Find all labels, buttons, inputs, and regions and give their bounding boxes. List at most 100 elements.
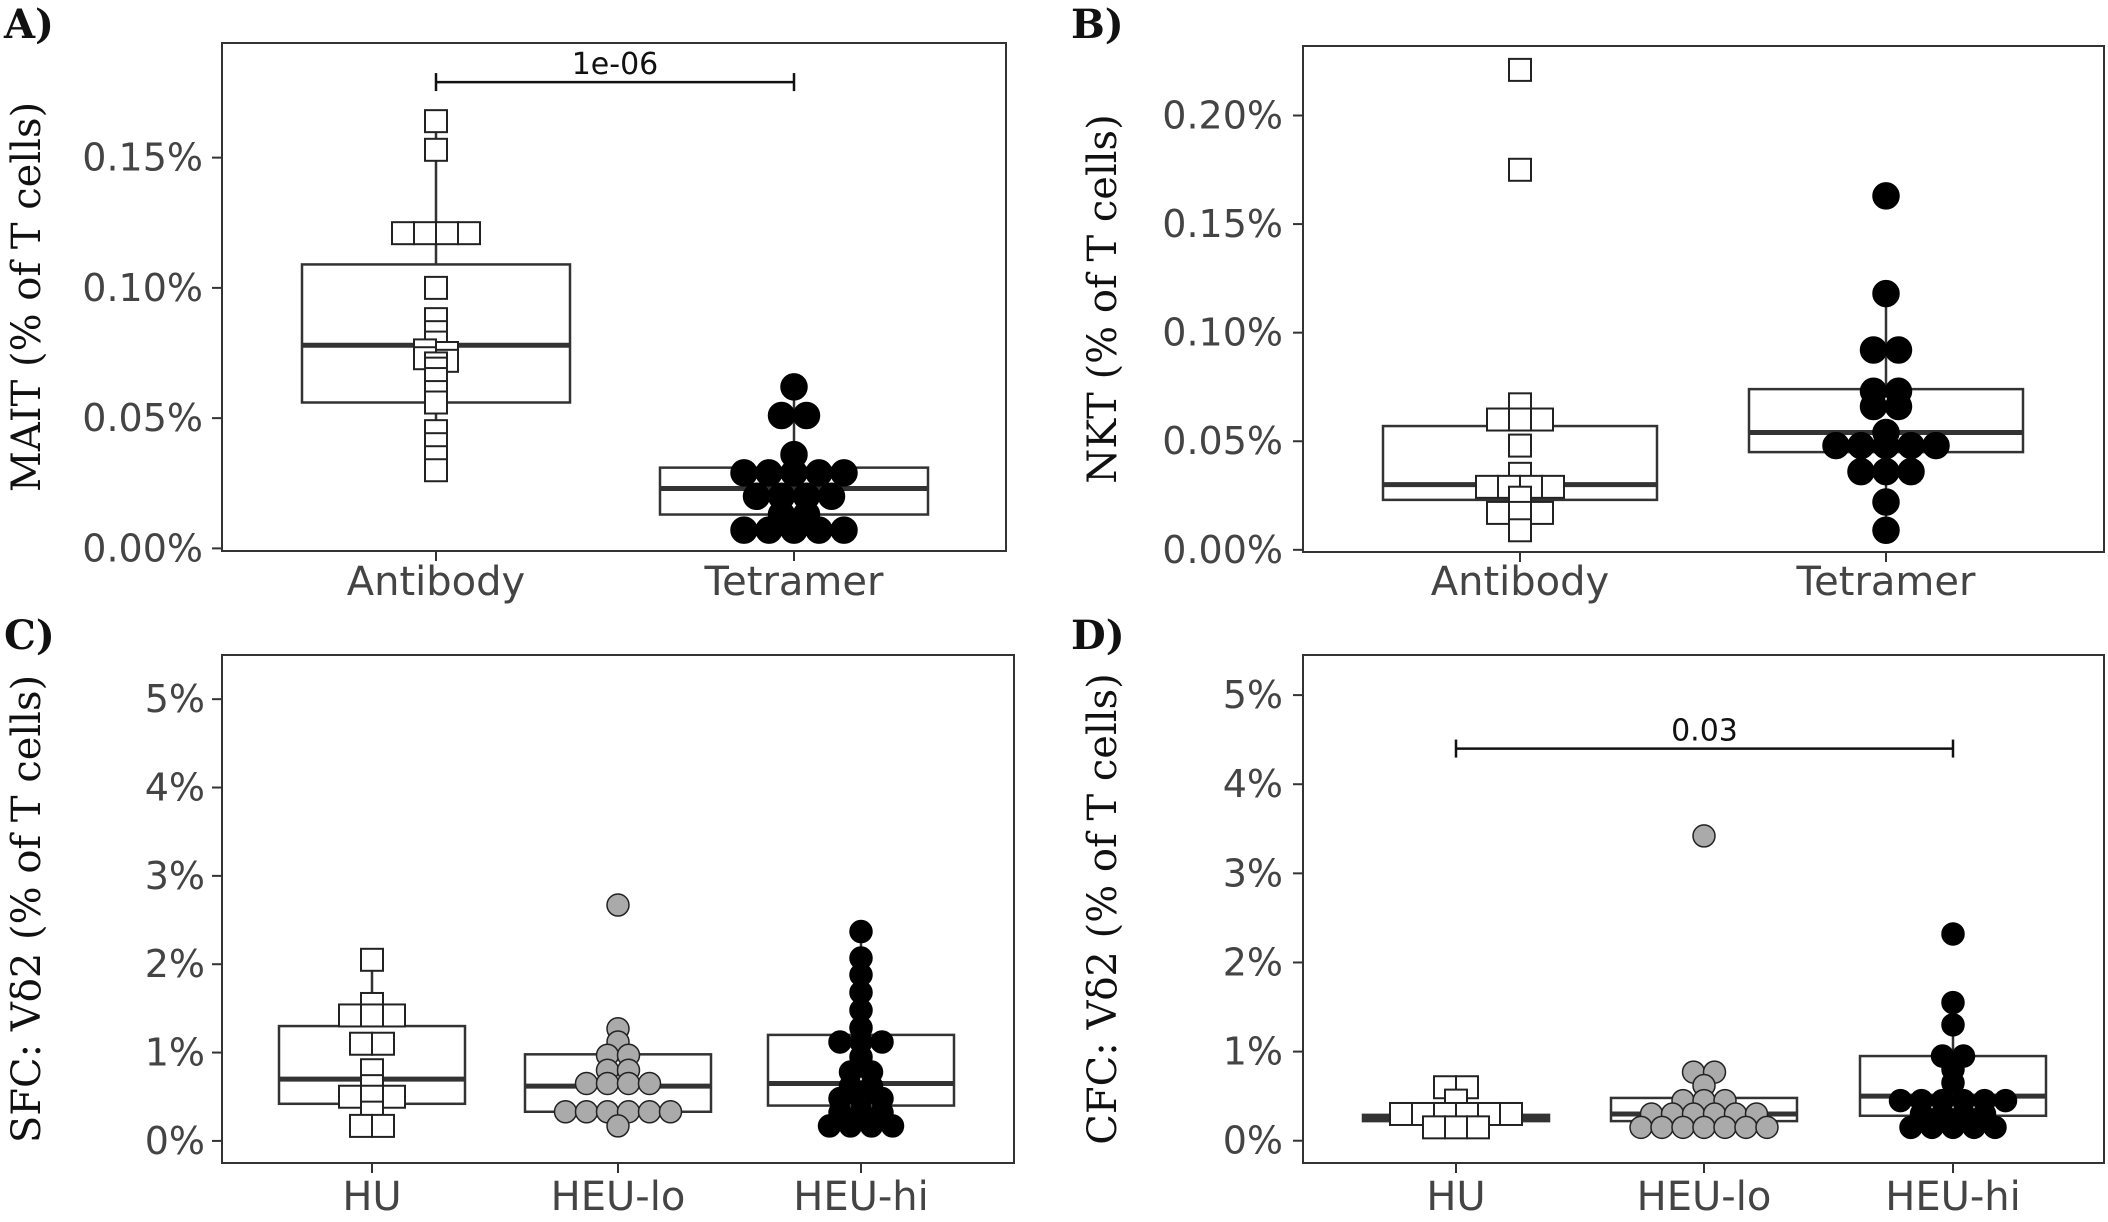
data-point (1822, 431, 1850, 460)
data-point (1499, 1101, 1523, 1126)
y-tick-label: 0.10% (82, 266, 203, 310)
data-point (1872, 516, 1900, 545)
data-point (780, 459, 808, 487)
data-point (1872, 488, 1900, 516)
points-tetramer (730, 373, 858, 544)
data-point (805, 516, 833, 544)
data-point (1692, 824, 1716, 848)
data-point (767, 401, 796, 430)
y-tick-label: 0% (145, 1119, 205, 1163)
data-point (553, 1100, 578, 1124)
data-point (1475, 474, 1499, 499)
data-point (457, 221, 481, 246)
data-point (1650, 1115, 1674, 1140)
y-tick-label: 0.20% (1162, 93, 1283, 137)
y-tick-label: 0% (1223, 1119, 1283, 1163)
data-point (424, 458, 448, 483)
data-point (817, 482, 846, 511)
data-point (1941, 1071, 1965, 1095)
data-point (637, 1100, 662, 1124)
significance-bracket: 1e-06 (434, 47, 796, 92)
data-point (792, 401, 821, 430)
data-point (1508, 518, 1532, 543)
data-point (880, 1114, 905, 1138)
data-point (859, 1114, 884, 1138)
significance-bracket: 0.03 (1454, 714, 1955, 758)
data-point (1530, 407, 1554, 432)
data-point (424, 109, 448, 134)
data-point (424, 390, 448, 415)
data-point (637, 1071, 662, 1096)
data-point (828, 1030, 852, 1054)
x-tick-label: Tetramer (704, 559, 884, 605)
y-tick-label: 1% (145, 1031, 205, 1075)
data-point (1983, 1115, 2007, 1140)
y-tick-label: 4% (145, 766, 205, 810)
data-point (849, 919, 873, 944)
data-point (413, 221, 437, 246)
data-point (391, 221, 415, 246)
data-point (595, 1071, 620, 1096)
data-point (616, 1071, 641, 1096)
data-point (1422, 1115, 1446, 1140)
y-tick-label: 0.00% (1162, 528, 1283, 572)
data-point (382, 1084, 406, 1109)
data-point (1847, 457, 1875, 486)
x-tick-label: HEU-hi (1885, 1174, 2021, 1220)
y-tick-label: 3% (1223, 851, 1283, 895)
y-axis-label: MAIT (% of T cells) (4, 102, 50, 492)
data-point (1859, 392, 1888, 421)
x-tick-label: HU (1426, 1174, 1485, 1220)
x-tick-label: Antibody (347, 559, 525, 605)
x-tick-label: HEU-lo (551, 1174, 686, 1220)
data-point (1508, 157, 1532, 182)
panel-letter: B) (1071, 1, 1124, 48)
data-point (1872, 279, 1900, 308)
y-tick-label: 0.10% (1162, 311, 1283, 355)
data-point (755, 516, 783, 544)
data-point (574, 1071, 599, 1096)
data-point (606, 893, 630, 917)
points-antibody (1475, 57, 1565, 543)
data-point (360, 947, 384, 972)
data-point (1962, 1115, 1986, 1140)
data-point (1993, 1088, 2018, 1113)
data-point (606, 1114, 630, 1138)
data-point (435, 221, 459, 246)
data-point (755, 459, 783, 487)
y-tick-label: 0.00% (82, 526, 203, 570)
data-point (382, 1003, 406, 1028)
data-point (1872, 182, 1900, 210)
panel-letter: D) (1071, 612, 1125, 659)
points-heu-hi (1888, 922, 2018, 1140)
y-tick-label: 0.05% (82, 396, 203, 440)
points-heu-hi (817, 919, 905, 1138)
data-point (1466, 1115, 1490, 1140)
data-point (1884, 336, 1913, 364)
data-point (1444, 1115, 1468, 1140)
data-point (1941, 922, 1965, 946)
points-heu-lo (553, 893, 683, 1138)
y-tick-label: 2% (145, 942, 205, 986)
panel-d: D) CFC: Vδ2 (% of T cells) 0% 1% 2% 3% 4% 5% HU H… (1071, 612, 2105, 1220)
points-tetramer (1822, 182, 1950, 545)
x-tick-label: Antibody (1431, 559, 1609, 605)
y-tick-label: 3% (145, 854, 205, 898)
data-point (1389, 1101, 1413, 1126)
p-value-label: 0.03 (1671, 714, 1738, 749)
y-tick-label: 0.15% (82, 136, 203, 180)
panel-b: B) NKT (% of T cells) 0.00% 0.05% 0.10% 0.15%… (1071, 1, 2105, 605)
panel-letter: C) (4, 612, 55, 659)
data-point (730, 459, 758, 487)
panel-c: C) SFC: Vδ2 (% of T cells) 0% 1% 2% 3% 4% 5% HU H… (4, 612, 1015, 1220)
data-point (424, 137, 448, 162)
data-point (817, 1114, 842, 1138)
y-tick-label: 5% (145, 677, 205, 721)
data-point (1872, 457, 1900, 486)
panel-a: A) MAIT (% of T cells) 0.00% 0.05% 0.10% 0.15… (3, 1, 1007, 605)
y-axis-label: CFC: Vδ2 (% of T cells) (1080, 673, 1126, 1144)
data-point (870, 1030, 894, 1054)
data-point (805, 459, 833, 487)
y-axis-label: NKT (% of T cells) (1080, 114, 1126, 483)
